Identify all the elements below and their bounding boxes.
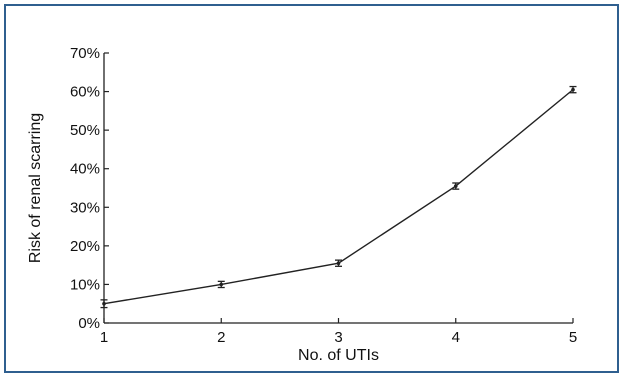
x-axis-title: No. of UTIs xyxy=(298,347,379,364)
y-tick-label: 40% xyxy=(70,161,100,178)
point-marker xyxy=(571,87,575,92)
series-line xyxy=(103,89,574,305)
data-point xyxy=(335,259,342,267)
y-tick-label: 10% xyxy=(70,276,100,293)
y-tick-label: 60% xyxy=(70,84,100,101)
x-tick-label: 2 xyxy=(217,329,225,346)
x-tick-label: 1 xyxy=(100,329,108,346)
y-tick-label: 30% xyxy=(70,199,100,216)
x-ticks: 1 2 3 4 5 xyxy=(100,318,577,346)
y-tick-label: 0% xyxy=(78,315,100,332)
series-layer xyxy=(100,85,577,309)
point-marker xyxy=(336,261,341,266)
point-marker xyxy=(453,184,458,188)
y-tick-label: 70% xyxy=(70,45,100,62)
y-tick-label: 20% xyxy=(70,238,100,255)
x-tick-label: 5 xyxy=(569,329,577,346)
data-point xyxy=(100,299,108,309)
chart-axes xyxy=(103,53,573,324)
data-point xyxy=(569,85,577,94)
figure-frame xyxy=(4,4,619,373)
y-axis-title: Risk of renal scarring xyxy=(27,113,44,263)
x-tick-label: 4 xyxy=(452,329,460,346)
data-point xyxy=(452,182,460,190)
data-point xyxy=(217,280,225,289)
y-ticks: 0% 10% 20% 30% 40% 50% 60% 70% xyxy=(70,45,109,332)
point-marker xyxy=(219,282,224,287)
y-tick-label: 50% xyxy=(70,122,100,139)
x-tick-label: 3 xyxy=(334,329,342,346)
point-marker xyxy=(102,301,106,306)
